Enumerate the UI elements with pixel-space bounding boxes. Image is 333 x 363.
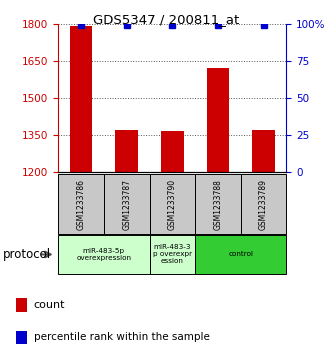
Bar — [161, 131, 184, 172]
Bar — [115, 130, 138, 172]
Bar — [150, 235, 195, 274]
Text: percentile rank within the sample: percentile rank within the sample — [34, 332, 210, 342]
Bar — [241, 174, 286, 234]
Bar — [16, 331, 27, 344]
Text: control: control — [228, 252, 253, 257]
Bar — [58, 174, 104, 234]
Bar — [206, 68, 229, 172]
Bar — [104, 174, 150, 234]
Text: GSM1233787: GSM1233787 — [122, 179, 131, 230]
Bar — [70, 26, 93, 172]
Text: GSM1233789: GSM1233789 — [259, 179, 268, 230]
Bar — [58, 235, 150, 274]
Bar — [150, 174, 195, 234]
Bar — [16, 298, 27, 312]
Bar — [195, 235, 286, 274]
Text: GSM1233786: GSM1233786 — [77, 179, 86, 230]
Text: miR-483-5p
overexpression: miR-483-5p overexpression — [76, 248, 132, 261]
Bar — [252, 130, 275, 172]
Text: protocol: protocol — [3, 248, 52, 261]
Text: count: count — [34, 300, 65, 310]
Text: GSM1233788: GSM1233788 — [213, 179, 222, 230]
Bar — [195, 174, 241, 234]
Text: GDS5347 / 200811_at: GDS5347 / 200811_at — [93, 13, 240, 26]
Text: miR-483-3
p overexpr
ession: miR-483-3 p overexpr ession — [153, 244, 192, 265]
Text: GSM1233790: GSM1233790 — [168, 179, 177, 230]
